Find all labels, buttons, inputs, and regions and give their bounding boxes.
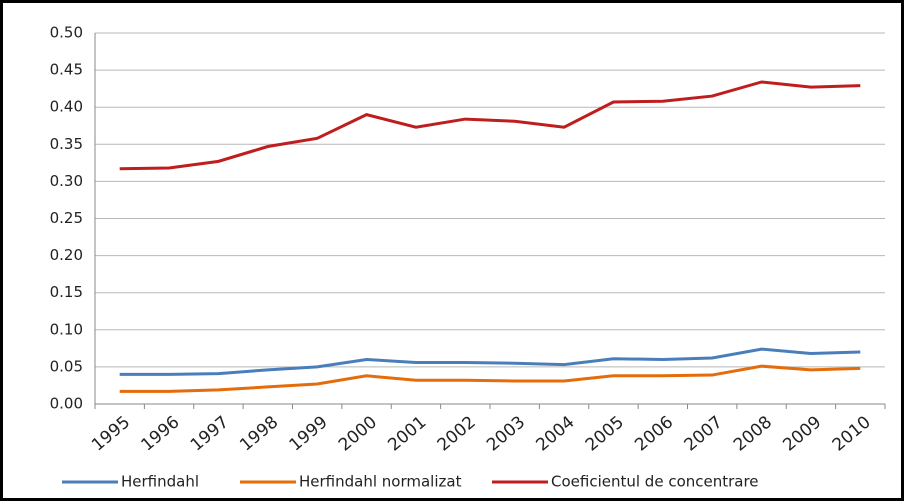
y-tick-label: 0.20 [50, 246, 83, 264]
y-tick-label: 0.50 [50, 24, 83, 42]
series-line [119, 364, 861, 393]
series-line [119, 80, 861, 171]
legend-label: Coeficientul de concentrare [551, 473, 759, 491]
y-tick-label: 0.40 [50, 98, 83, 116]
y-tick-label: 0.00 [50, 395, 83, 413]
y-tick-label: 0.10 [50, 320, 83, 338]
series-line [119, 347, 861, 376]
legend-label: Herfindahl normalizat [299, 473, 462, 491]
y-tick-label: 0.25 [50, 209, 83, 227]
y-tick-label: 0.30 [50, 172, 83, 190]
y-tick-label: 0.05 [50, 357, 83, 375]
y-tick-label: 0.15 [50, 283, 83, 301]
legend-label: Herfindahl [121, 473, 199, 491]
y-tick-label: 0.45 [50, 61, 83, 79]
y-tick-label: 0.35 [50, 135, 83, 153]
